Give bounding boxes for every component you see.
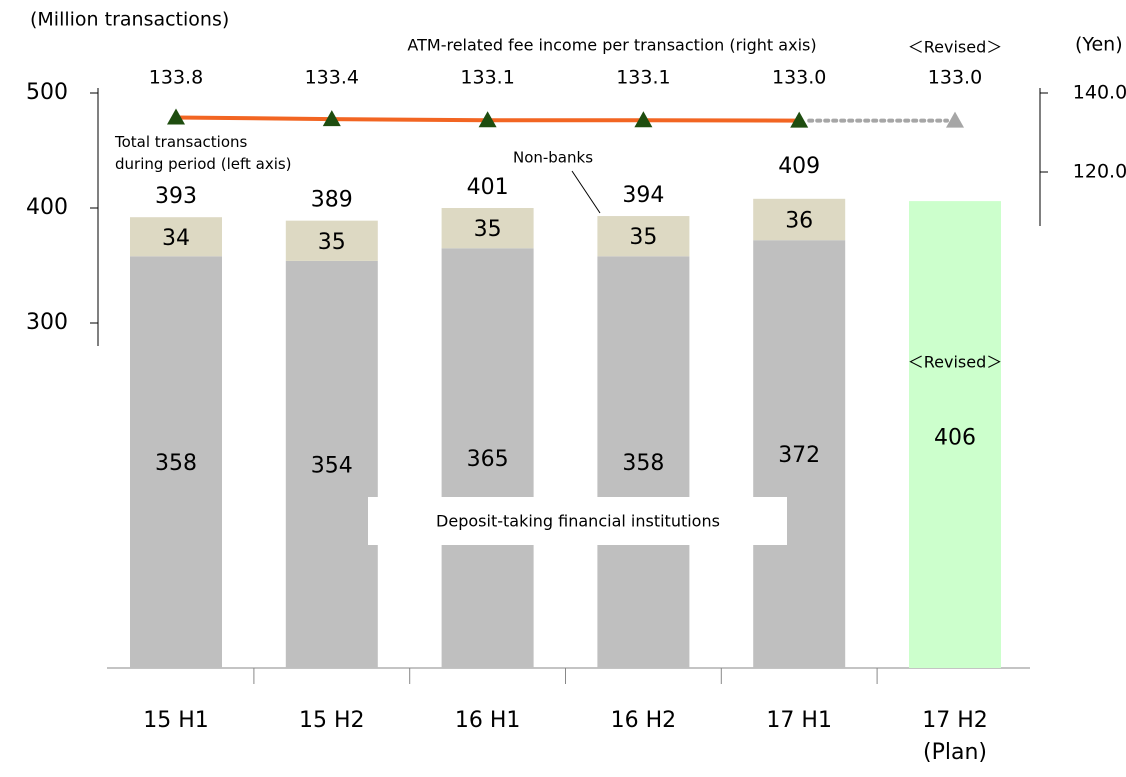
totals-label: Total transactions during period (left ax… — [114, 133, 292, 173]
y-tick-label: 400 — [26, 195, 68, 220]
marker — [946, 111, 964, 128]
x-tick-label: 16 H1 — [455, 708, 521, 733]
bar-segment — [753, 240, 846, 668]
y2-axis-label: (Yen) — [1075, 34, 1123, 56]
value-label: 358 — [155, 451, 197, 476]
x-tick-label: 15 H1 — [143, 708, 209, 733]
fee-label: 133.0 — [928, 67, 982, 89]
value-label: 372 — [778, 443, 820, 468]
label-box — [368, 497, 787, 545]
x-tick-label: 17 H1 — [766, 708, 832, 733]
bar-segment — [597, 216, 690, 257]
x-tick-label: 15 H2 — [299, 708, 365, 733]
y2-tick-label: 140.0 — [1073, 82, 1126, 104]
deposit-label: Deposit-taking financial institutions — [436, 512, 720, 531]
value-label: 354 — [311, 453, 353, 478]
value-label: 34 — [162, 226, 190, 251]
total-label: 401 — [467, 175, 509, 200]
marker — [790, 111, 809, 128]
line-series-label: ATM-related fee income per transaction (… — [407, 36, 816, 55]
x-tick-label: 17 H2 (Plan) — [922, 708, 988, 765]
value-label: 365 — [467, 447, 509, 472]
bar-segment — [285, 220, 378, 261]
revised-annotation: ＜Revised＞ — [908, 353, 1003, 372]
marker — [478, 111, 497, 128]
value-label: 36 — [785, 209, 813, 234]
x-tick-label: 16 H2 — [611, 708, 677, 733]
total-label: 409 — [778, 154, 820, 179]
non-banks-label: Non-banks — [513, 149, 593, 167]
value-label: 35 — [474, 217, 502, 242]
total-label: 393 — [155, 184, 197, 209]
fee-label: 133.1 — [616, 67, 670, 89]
bar-segment — [130, 256, 222, 668]
bar-segment — [441, 248, 534, 668]
bar-segment — [753, 198, 846, 241]
y2-tick-label: 120.0 — [1073, 161, 1126, 183]
bar-segment — [441, 208, 534, 249]
marker — [634, 111, 653, 128]
y-axis-label: (Million transactions) — [30, 9, 229, 31]
revised-annotation: ＜Revised＞ — [908, 38, 1003, 57]
fee-label: 133.4 — [305, 67, 359, 89]
y-tick-label: 500 — [26, 80, 68, 105]
value-label: 35 — [318, 230, 346, 255]
fee-label: 133.8 — [149, 67, 203, 89]
marker — [167, 108, 185, 125]
leader-line — [571, 170, 601, 214]
bar-segment — [597, 256, 690, 668]
value-label: 35 — [629, 225, 657, 250]
value-label: 406 — [934, 426, 976, 451]
bar-segment — [285, 260, 378, 668]
value-label: 358 — [622, 451, 664, 476]
fee-label: 133.0 — [772, 67, 826, 89]
fee-label: 133.1 — [460, 67, 514, 89]
bar-segment — [909, 201, 1001, 668]
marks: 358 354 365 358 372 34 35 35 35 36 406 — [130, 198, 1001, 668]
marker — [322, 110, 341, 127]
total-label: 394 — [622, 183, 664, 208]
total-label: 389 — [311, 188, 353, 213]
y-tick-label: 300 — [26, 310, 68, 335]
bar-segment — [130, 217, 222, 257]
